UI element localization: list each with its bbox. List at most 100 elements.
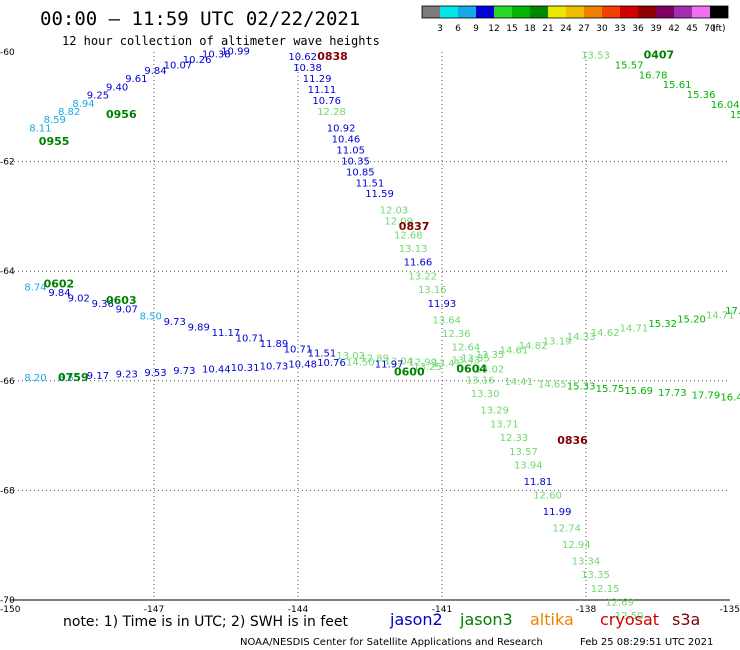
swh-value-label: 10.46 [332,134,361,145]
plot-area: -60 -62 -64 -66 -68 -70-150 -147 -144 -141 -138 -1… [0,47,740,622]
colorbar-tick-label: 21 [542,24,553,34]
colorbar-swatch [638,6,656,18]
swh-value-label: 10.38 [202,49,231,60]
chart-subtitle: 12 hour collection of altimeter wave hei… [62,34,380,48]
swh-value-label: 10.99 [221,47,250,58]
y-tick-label: -64 [0,267,15,277]
swh-value-label: 13.57 [509,447,538,458]
colorbar-swatch [602,6,620,18]
swh-value-label: 17.6 [725,306,740,317]
x-tick-label: -141 [432,605,452,615]
swh-value-label: 11.51 [356,178,385,189]
swh-value-label: 11.51 [308,349,337,360]
swh-value-label: 13.41 [432,359,461,370]
swh-value-label: 11.17 [212,328,241,339]
swh-value-label: 10.92 [327,123,356,134]
swh-value-label: 9.61 [125,74,147,85]
swh-value-label: 13.30 [471,389,500,400]
swh-value-label: 11.66 [404,258,433,269]
colorbar-swatch [530,6,548,18]
colorbar-swatch [566,6,584,18]
swh-value-label: 12.33 [500,433,529,444]
swh-value-label: 11.99 [543,507,572,518]
swh-value-label: 11.05 [336,145,365,156]
swh-value-label: 9.40 [106,82,128,93]
swh-value-label: 14.02 [476,365,505,376]
swh-value-label: 8.94 [72,99,94,110]
swh-value-label: 13.34 [572,556,601,567]
swh-value-label: 17.79 [692,390,721,401]
swh-value-label: 9.73 [173,366,195,377]
swh-value-label: 10.35 [341,156,370,167]
legend-jason3: jason3 [459,610,513,629]
colorbar-swatch [476,6,494,18]
swh-value-label: 14.33 [567,332,596,343]
swh-value-label: 10.85 [346,167,375,178]
pass-time-label: 0838 [317,50,348,63]
swh-value-label: 14.50 [346,357,375,368]
swh-value-label: 10.62 [288,52,317,63]
swh-value-label: 13.35 [461,354,490,365]
swh-value-label: 12.99 [408,357,437,368]
swh-value-label: 10.38 [293,63,322,74]
colorbar-tick-label: 6 [455,24,461,34]
swh-value-label: 13.16 [418,285,447,296]
legend-cryosat: cryosat [600,610,659,629]
pass-time-label: 0836 [557,434,588,447]
swh-value-label: 11.81 [524,477,553,488]
swh-value-label: 10.71 [236,333,265,344]
colorbar-tick-label: 27 [578,24,589,34]
swh-value-label: 15.33 [567,382,596,393]
y-tick-label: -68 [0,486,15,496]
swh-value-label: 8.11 [29,123,51,134]
swh-value-label: 12.94 [562,540,591,551]
pass-time-label: 0604 [456,363,487,376]
swh-value-label: 12.60 [533,491,562,502]
swh-value-label: 9.84 [144,66,166,77]
x-tick-label: -147 [144,605,164,615]
colorbar-unit: (ft) [712,24,726,34]
satellite-legend: jason2 jason3 altika cryosat s3a [389,610,700,629]
pass-time-label: 0759 [58,371,89,384]
swh-value-label: 14.61 [500,345,529,356]
y-tick-label: -70 [0,596,15,606]
swh-value-label: 9.73 [164,317,186,328]
swh-value-label: 13.35 [476,350,505,361]
swh-value-label: 13.13 [399,244,428,255]
swh-value-label: 14.82 [519,341,548,352]
swh-value-label: 12.50 [615,611,644,622]
pass-time-label: 0407 [644,49,675,62]
swh-value-label: 9.23 [116,370,138,381]
swh-value-label: 13.64 [432,315,461,326]
plot-frame [10,52,730,600]
swh-value-label: 9.07 [116,304,138,315]
colorbar-tick-label: 39 [650,24,662,34]
swh-value-label: 15.75 [596,384,625,395]
chart-title: 00:00 – 11:59 UTC 02/22/2021 [40,8,360,30]
swh-value-label: 14.65 [538,379,567,390]
swh-value-label: 13.29 [480,406,509,417]
swh-value-label: 12.64 [452,343,481,354]
y-tick-label: -66 [0,377,15,387]
swh-value-label: 14.41 [504,377,533,388]
y-tick-label: -62 [0,158,15,168]
swh-value-label: 15.32 [648,319,677,330]
colorbar-tick-label: 18 [524,24,536,34]
swh-value-label: 11.59 [365,189,394,200]
generated-timestamp: Feb 25 08:29:51 UTC 2021 [580,637,713,648]
swh-value-label: 9.84 [48,288,70,299]
swh-value-label: 9.02 [68,293,90,304]
swh-value-label: 13.43 [452,355,481,366]
swh-value-label: 15.5 [730,110,740,121]
x-tick-label: -144 [288,605,309,615]
colorbar-swatch [710,6,728,18]
swh-value-label: 12.03 [380,206,409,217]
colorbar-swatch [494,6,512,18]
pass-time-label: 0837 [399,220,430,233]
swh-value-label: 13.94 [514,460,543,471]
swh-value-label: 8.55 [58,373,80,384]
swh-value-label: 8.82 [58,107,80,118]
colorbar-tick-label: 15 [506,24,517,34]
swh-value-label: 8.20 [24,373,46,384]
swh-value-label: 10.07 [164,60,193,71]
